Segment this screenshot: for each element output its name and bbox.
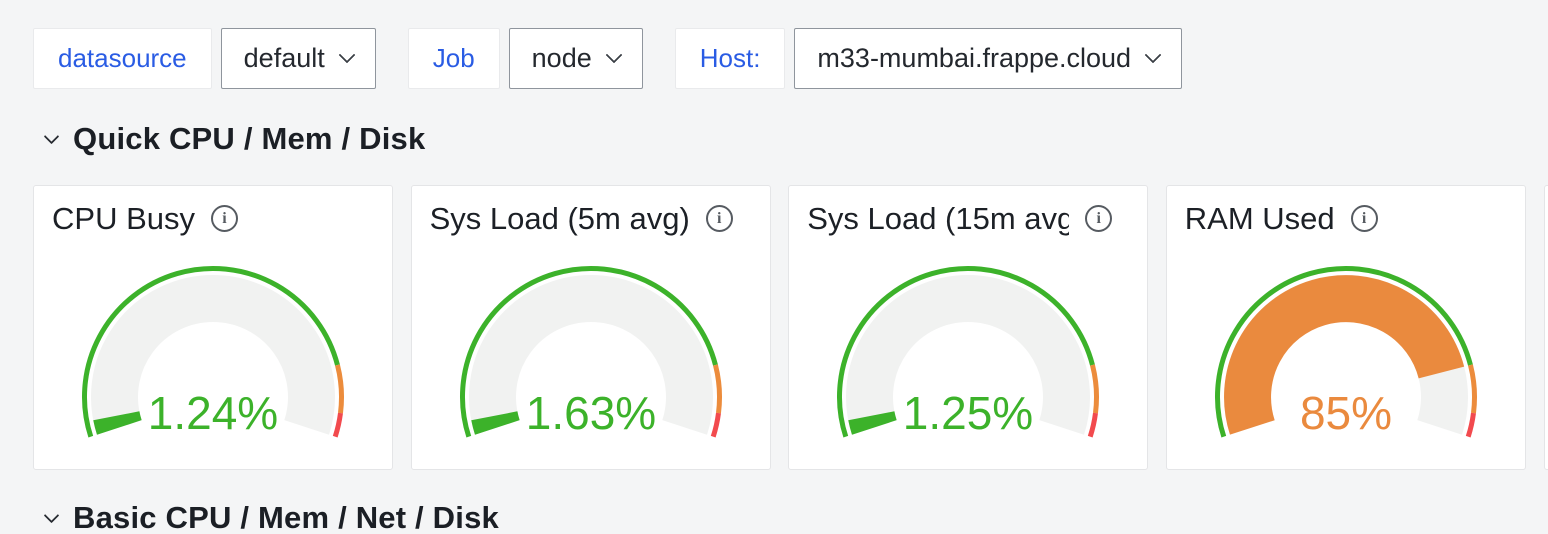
gauge-value: 85% — [1300, 387, 1392, 439]
host-select[interactable]: m33-mumbai.frappe.cloud — [794, 28, 1183, 89]
job-select-value: node — [531, 43, 592, 73]
filter-label-host: Host: — [674, 28, 786, 89]
info-icon[interactable]: i — [210, 205, 238, 232]
panel-cpu-busy: CPU Busy i 1.24% — [33, 185, 393, 470]
panel-title[interactable]: Sys Load (15m avg) — [807, 200, 1070, 236]
filter-label-datasource: datasource — [33, 28, 212, 89]
panel-header: CPU Busy i — [34, 186, 392, 238]
chevron-down-icon — [1144, 46, 1162, 64]
panel-title[interactable]: CPU Busy — [52, 200, 195, 236]
datasource-select[interactable]: default — [220, 28, 376, 89]
host-select-value: m33-mumbai.frappe.cloud — [817, 43, 1132, 73]
gauge-chart: 1.63% — [459, 265, 722, 439]
job-select[interactable]: node — [508, 28, 643, 89]
partial-panel — [1544, 185, 1548, 470]
info-icon[interactable]: i — [1350, 205, 1378, 232]
gauge-value: 1.24% — [148, 387, 278, 439]
panel-sys-load-5m: Sys Load (5m avg) i 1.63% — [410, 185, 771, 470]
section-header-quick-cpu-mem-disk[interactable]: Quick CPU / Mem / Disk — [43, 121, 426, 157]
datasource-select-value: default — [243, 43, 325, 73]
gauge-value: 1.63% — [525, 387, 655, 439]
panel-header: RAM Used i — [1167, 186, 1525, 238]
filter-group-host: Host: m33-mumbai.frappe.cloud — [674, 28, 1183, 89]
gauge-chart: 1.25% — [837, 265, 1100, 439]
chevron-down-icon — [605, 46, 623, 64]
filter-label-job: Job — [407, 28, 500, 89]
filter-bar: datasource default Job node Host: m33-mu… — [33, 28, 1183, 89]
chevron-down-icon — [43, 507, 60, 523]
info-icon[interactable]: i — [1085, 205, 1113, 232]
panel-row: CPU Busy i 1.24% Sys Load (5m avg) i 1.6… — [33, 185, 1526, 470]
panel-title[interactable]: Sys Load (5m avg) — [429, 200, 690, 236]
gauge-chart: 85% — [1214, 265, 1477, 439]
info-icon[interactable]: i — [705, 205, 733, 232]
panel-header: Sys Load (15m avg) i — [789, 186, 1147, 238]
filter-group-job: Job node — [407, 28, 643, 89]
section-title: Quick CPU / Mem / Disk — [73, 121, 426, 156]
section-title: Basic CPU / Mem / Net / Disk — [73, 500, 499, 534]
chevron-down-icon — [43, 128, 60, 144]
panel-ram-used: RAM Used i 85% — [1165, 185, 1526, 470]
gauge-value: 1.25% — [903, 387, 1033, 439]
filter-group-datasource: datasource default — [33, 28, 376, 89]
gauge-chart: 1.24% — [82, 265, 345, 439]
chevron-down-icon — [338, 46, 356, 64]
section-header-basic-cpu-mem-net-disk[interactable]: Basic CPU / Mem / Net / Disk — [43, 500, 499, 534]
panel-title[interactable]: RAM Used — [1184, 200, 1335, 236]
panel-sys-load-15m: Sys Load (15m avg) i 1.25% — [788, 185, 1149, 470]
panel-header: Sys Load (5m avg) i — [412, 186, 770, 238]
